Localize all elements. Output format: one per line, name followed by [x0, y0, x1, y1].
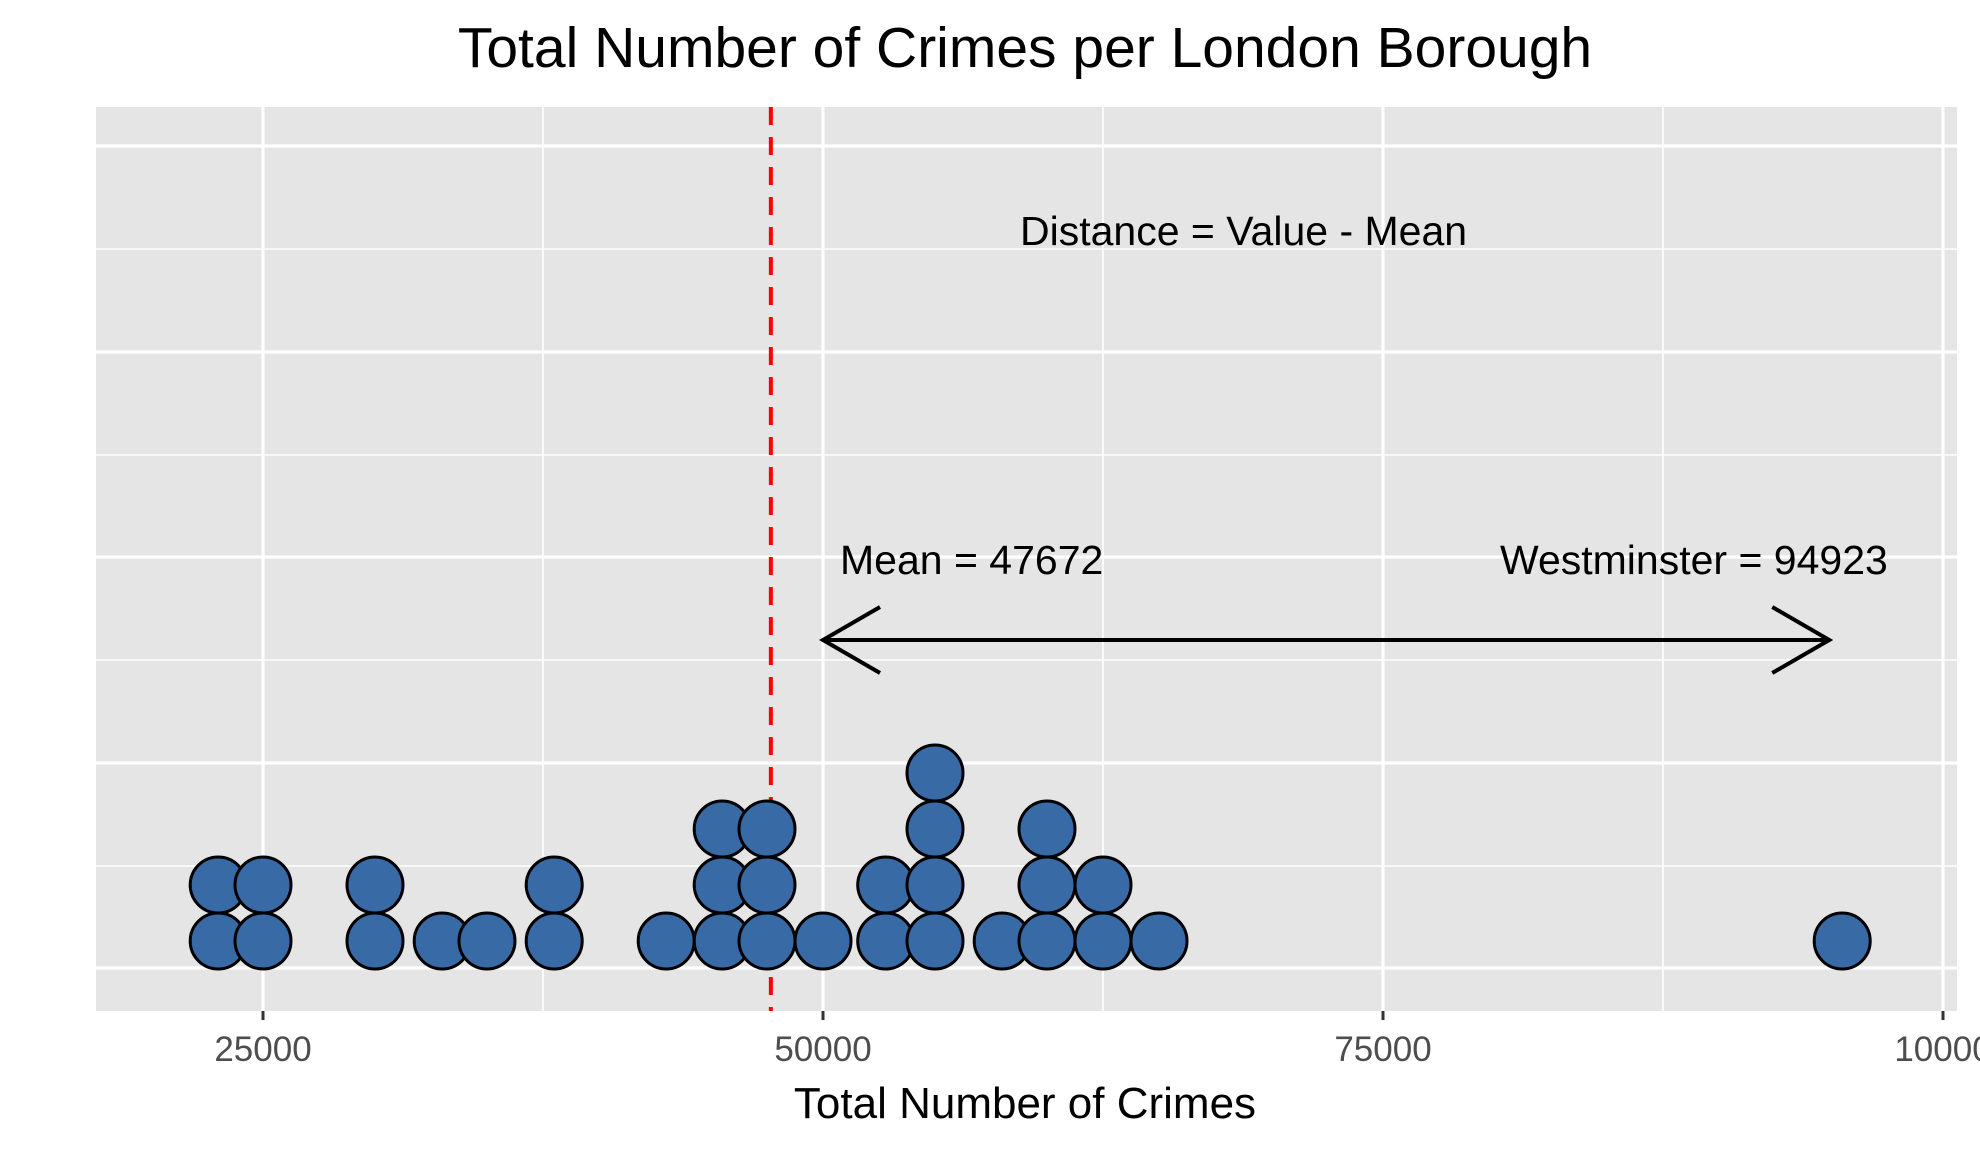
- plot-panel: [96, 107, 1957, 1011]
- dot: [233, 911, 293, 971]
- chart-title: Total Number of Crimes per London Boroug…: [458, 16, 1592, 80]
- dot: [345, 855, 405, 915]
- dot: [524, 911, 584, 971]
- dot: [345, 911, 405, 971]
- x-axis-title: Total Number of Crimes: [794, 1079, 1256, 1128]
- major-gridlines: [96, 107, 1957, 1011]
- distance-formula-annotation: Distance = Value - Mean: [1020, 208, 1467, 254]
- mean-annotation: Mean = 47672: [840, 537, 1103, 583]
- x-axis-ticks: 25000 50000 75000 10000: [214, 1011, 1980, 1069]
- distance-arrow: [819, 605, 1834, 675]
- dot: [1129, 911, 1189, 971]
- dot: [905, 743, 965, 803]
- dot: [524, 855, 584, 915]
- x-tick-label: 50000: [774, 1030, 871, 1069]
- dots: [188, 743, 1872, 971]
- dot: [636, 911, 696, 971]
- dot: [1073, 911, 1133, 971]
- dot: [1812, 911, 1872, 971]
- dot: [905, 855, 965, 915]
- dot: [905, 911, 965, 971]
- dot: [1017, 911, 1077, 971]
- dot: [737, 911, 797, 971]
- dot: [737, 799, 797, 859]
- dot: [1017, 799, 1077, 859]
- dot: [737, 855, 797, 915]
- x-tick-label: 10000: [1894, 1030, 1980, 1069]
- dot: [1017, 855, 1077, 915]
- arrow-head-right: [1771, 605, 1834, 675]
- dot: [856, 855, 916, 915]
- westminster-annotation: Westminster = 94923: [1500, 537, 1888, 583]
- x-tick-label: 75000: [1334, 1030, 1431, 1069]
- dot: [793, 911, 853, 971]
- dot: [905, 799, 965, 859]
- x-tick-label: 25000: [214, 1030, 311, 1069]
- minor-gridlines: [96, 107, 1957, 1011]
- dot: [457, 911, 517, 971]
- arrow-head-left: [819, 605, 882, 675]
- dot: [1073, 855, 1133, 915]
- dot: [856, 911, 916, 971]
- dot: [233, 855, 293, 915]
